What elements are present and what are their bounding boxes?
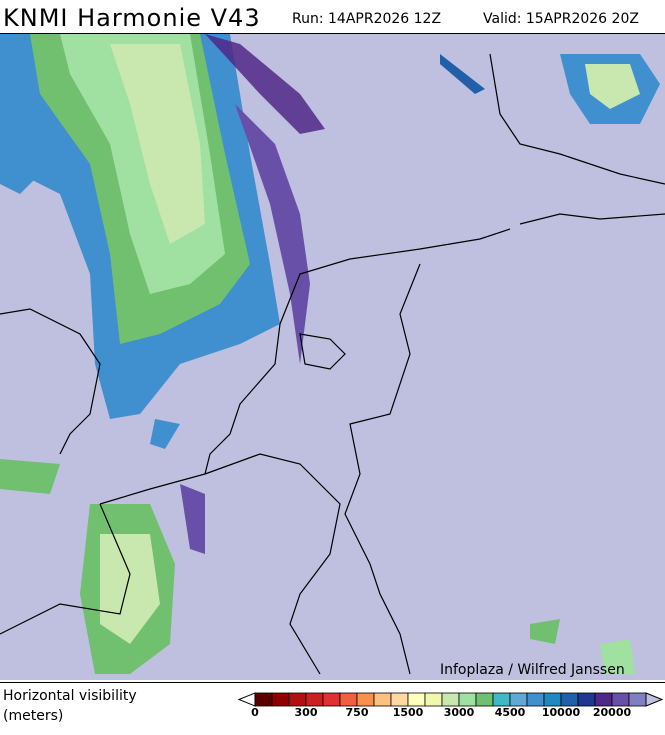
legend-swatch — [543, 692, 562, 707]
coastlines-borders — [0, 53, 665, 675]
legend-tick-label: 750 — [345, 706, 369, 719]
legend-swatch — [305, 692, 324, 707]
run-time: Run: 14APR2026 12Z — [292, 11, 442, 27]
visibility-map — [0, 33, 665, 683]
legend-swatch — [577, 692, 596, 707]
legend-swatch — [509, 692, 528, 707]
legend-swatch — [339, 692, 358, 707]
header: KNMI Harmonie V43 Run: 14APR2026 12Z Val… — [0, 0, 665, 33]
legend-tick-label: 300 — [294, 706, 318, 719]
legend-high-arrow — [645, 692, 664, 707]
legend-swatch — [441, 692, 460, 707]
legend-swatch — [594, 692, 613, 707]
legend-swatch — [373, 692, 392, 707]
legend-swatch — [390, 692, 409, 707]
valid-time: Valid: 15APR2026 20Z — [483, 11, 639, 27]
legend-tick-label: 4500 — [494, 706, 526, 719]
legend-swatch — [492, 692, 511, 707]
legend-tick-label: 10000 — [541, 706, 581, 719]
legend-swatch — [288, 692, 307, 707]
legend-low-arrow — [237, 692, 256, 707]
legend-swatch — [322, 692, 341, 707]
legend-tick-label: 0 — [251, 706, 259, 719]
legend-title-line1: Horizontal visibility — [3, 688, 137, 704]
legend-swatch — [271, 692, 290, 707]
legend-swatch — [628, 692, 647, 707]
legend-tick-label: 3000 — [443, 706, 475, 719]
legend-swatch — [254, 692, 273, 707]
legend-swatch — [424, 692, 443, 707]
legend-swatch — [611, 692, 630, 707]
legend-swatch — [526, 692, 545, 707]
legend-tick-label: 1500 — [392, 706, 424, 719]
legend-title-line2: (meters) — [3, 708, 64, 724]
legend-swatch — [407, 692, 426, 707]
legend-tick-label: 20000 — [592, 706, 632, 719]
map-canvas — [0, 34, 665, 680]
fog-areas — [0, 34, 660, 674]
color-legend — [237, 692, 664, 707]
legend-title: Horizontal visibility (meters) — [3, 686, 137, 726]
legend-swatch — [475, 692, 494, 707]
legend-swatch — [560, 692, 579, 707]
legend-swatch — [356, 692, 375, 707]
legend-swatch — [458, 692, 477, 707]
map-credit: Infoplaza / Wilfred Janssen — [440, 662, 625, 678]
model-title: KNMI Harmonie V43 — [3, 4, 261, 32]
